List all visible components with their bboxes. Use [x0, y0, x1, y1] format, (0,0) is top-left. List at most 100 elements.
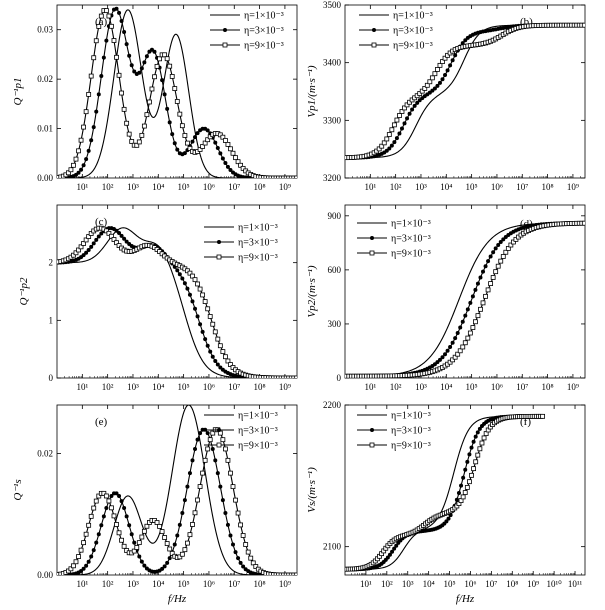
panel-e: 10¹ 10² 10³ 10⁴ 10⁵ 10⁶ 10⁷ 10⁸ 10⁹ 0.00 0.02 Q⁻¹s f… — [12, 404, 298, 605]
marker-series-2 — [127, 523, 132, 528]
x-tick-label: 10⁹ — [279, 579, 291, 589]
marker-series-2 — [84, 563, 89, 568]
marker-series-2 — [392, 546, 397, 551]
marker-series-2 — [122, 506, 127, 511]
marker-series-2 — [172, 542, 177, 547]
series-1 — [345, 415, 544, 570]
marker-series-2 — [440, 77, 445, 82]
marker-series-2 — [450, 340, 455, 345]
marker-series-3 — [167, 546, 173, 552]
marker-series-3 — [245, 549, 251, 555]
marker-series-2 — [114, 491, 119, 496]
series-3 — [345, 22, 585, 161]
marker-series-2 — [460, 319, 465, 324]
marker-series-3 — [402, 105, 407, 111]
marker-series-2 — [185, 484, 190, 489]
marker-series-3 — [207, 437, 213, 443]
marker-series-3 — [233, 497, 238, 503]
marker-series-3 — [223, 138, 228, 143]
marker-series-3 — [475, 313, 481, 319]
marker-series-3 — [81, 241, 86, 246]
marker-series-2 — [109, 494, 114, 499]
marker-series-3 — [134, 545, 140, 550]
x-tick-label: 10⁵ — [178, 182, 190, 192]
marker-series-3 — [76, 554, 81, 559]
marker-legend-3 — [371, 42, 377, 48]
marker-series-3 — [162, 535, 168, 540]
axes-frame — [344, 204, 586, 379]
marker-series-2 — [119, 499, 124, 504]
marker-series-2 — [218, 365, 223, 370]
marker-series-2 — [122, 236, 127, 241]
marker-series-3 — [116, 243, 122, 249]
legend: η=1×10⁻³ η=3×10⁻³ η=9×10⁻³ — [204, 411, 278, 452]
marker-series-3 — [86, 92, 92, 97]
x-tick-label: 10¹ — [76, 382, 88, 392]
marker-series-2 — [114, 6, 119, 11]
marker-series-2 — [139, 559, 144, 564]
y-tick-label: 3200 — [323, 173, 342, 183]
marker-series-3 — [78, 137, 84, 143]
legend-label-1: η=1×10⁻³ — [238, 223, 278, 234]
marker-series-3 — [223, 354, 228, 360]
marker-series-2 — [137, 70, 142, 75]
marker-series-2 — [132, 69, 137, 74]
marker-series-2 — [215, 471, 220, 476]
marker-series-3 — [381, 140, 387, 146]
marker-series-3 — [429, 75, 435, 81]
marker-series-2 — [459, 483, 464, 488]
marker-series-3 — [581, 220, 585, 226]
marker-series-3 — [243, 542, 249, 547]
marker-series-3 — [419, 88, 425, 94]
marker-series-3 — [205, 446, 211, 452]
series-3 — [57, 8, 297, 178]
marker-series-2 — [455, 331, 460, 336]
marker-series-3 — [71, 162, 76, 168]
marker-series-3 — [427, 79, 433, 85]
y-axis-label: Vp1/(m·s⁻¹) — [306, 65, 318, 118]
marker-series-3 — [86, 234, 92, 239]
panel-f: 10¹ 10² 10³ 10⁴ 10⁵ 10⁶ 10⁷ 10⁸ 10⁹ 10¹⁰ 10¹¹ 2100 2… — [306, 400, 586, 605]
marker-series-3 — [68, 566, 74, 572]
legend-label-2: η=3×10⁻³ — [238, 426, 278, 437]
legend-label-1: η=1×10⁻³ — [393, 11, 433, 22]
marker-series-3 — [240, 165, 246, 171]
marker-series-3 — [91, 505, 97, 511]
y-tick-label: 600 — [328, 265, 342, 275]
marker-series-3 — [202, 299, 208, 304]
marker-legend-2 — [372, 28, 376, 32]
marker-series-3 — [185, 140, 190, 146]
x-axis-label: f/Hz — [168, 593, 187, 605]
marker-series-2 — [190, 458, 195, 463]
marker-series-3 — [230, 150, 236, 156]
marker-series-3 — [391, 122, 397, 128]
series-2 — [345, 221, 585, 378]
marker-series-2 — [470, 294, 475, 299]
marker-series-2 — [182, 151, 187, 156]
marker-series-2 — [412, 103, 417, 108]
marker-series-3 — [190, 273, 195, 279]
marker-series-2 — [99, 231, 104, 236]
y-tick-label: 0.02 — [37, 74, 53, 84]
marker-series-3 — [475, 452, 481, 458]
marker-series-3 — [109, 505, 114, 511]
series-2 — [57, 226, 297, 378]
legend-label-2: η=3×10⁻³ — [238, 238, 278, 249]
marker-series-3 — [540, 413, 546, 419]
marker-series-2 — [225, 522, 230, 527]
marker-series-3 — [159, 529, 165, 535]
marker-series-2 — [443, 352, 448, 357]
marker-series-3 — [212, 329, 218, 335]
legend-label-1: η=1×10⁻³ — [244, 11, 284, 22]
marker-legend-2 — [370, 236, 374, 240]
marker-series-3 — [478, 306, 483, 312]
x-tick-label: 10⁸ — [254, 579, 266, 589]
x-tick-label: 10¹ — [360, 579, 372, 589]
marker-series-2 — [394, 136, 399, 141]
marker-series-3 — [73, 559, 79, 565]
marker-series-3 — [200, 144, 206, 149]
marker-series-2 — [477, 426, 482, 431]
series-2 — [345, 414, 545, 572]
marker-series-3 — [121, 106, 127, 112]
y-tick-label: 3300 — [323, 115, 342, 125]
